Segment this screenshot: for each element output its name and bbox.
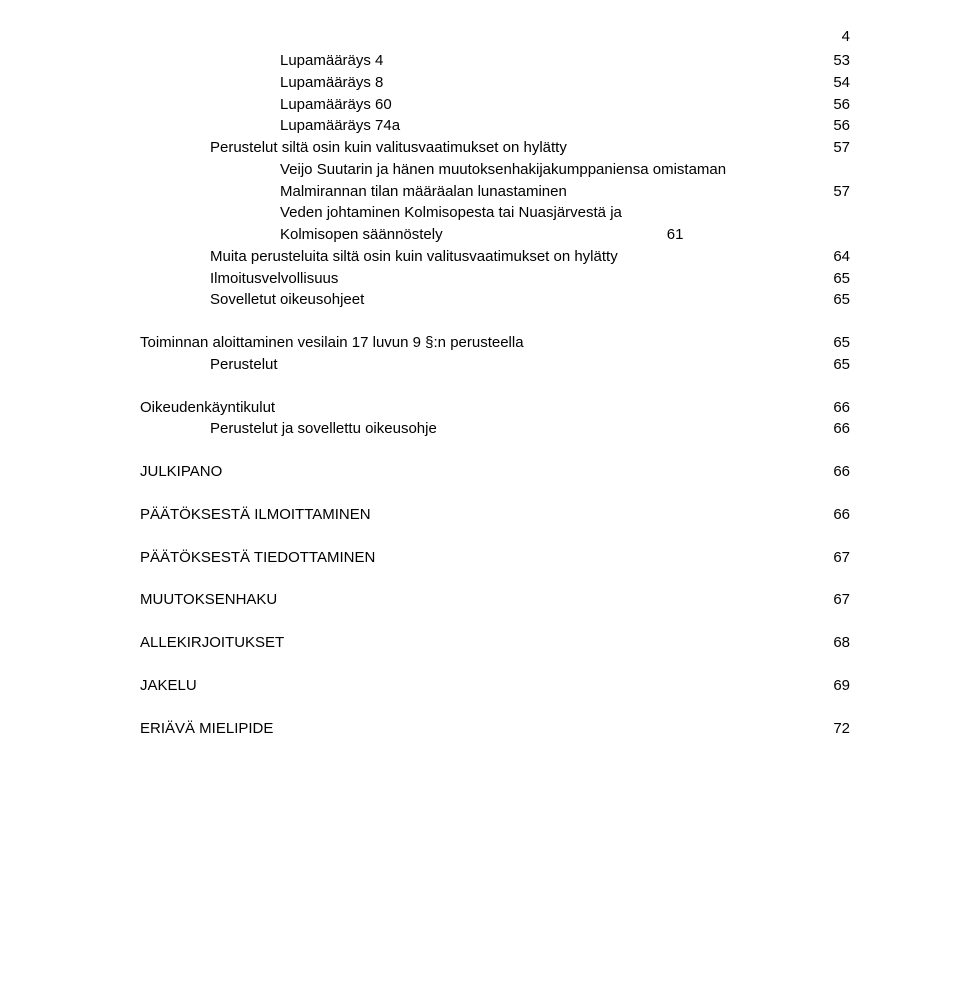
toc-page: 65 bbox=[820, 268, 850, 290]
toc-label-line: Veden johtaminen Kolmisopesta tai Nuasjä… bbox=[280, 202, 850, 224]
toc-entry: Muita perusteluita siltä osin kuin valit… bbox=[140, 246, 850, 268]
toc-page: 72 bbox=[820, 718, 850, 740]
toc-page: 56 bbox=[820, 115, 850, 137]
toc-page: 68 bbox=[820, 632, 850, 654]
toc-entry: JAKELU 69 bbox=[140, 675, 850, 697]
toc-entry: ERIÄVÄ MIELIPIDE 72 bbox=[140, 718, 850, 740]
toc-entry: Oikeudenkäyntikulut 66 bbox=[140, 397, 850, 419]
toc-entry: Lupamääräys 8 54 bbox=[140, 72, 850, 94]
toc-page: 65 bbox=[820, 354, 850, 376]
toc-label: Ilmoitusvelvollisuus bbox=[210, 268, 820, 290]
toc-label: ERIÄVÄ MIELIPIDE bbox=[140, 718, 820, 740]
toc-entry: MUUTOKSENHAKU 67 bbox=[140, 589, 850, 611]
toc-entry: Lupamääräys 60 56 bbox=[140, 94, 850, 116]
toc-label: PÄÄTÖKSESTÄ ILMOITTAMINEN bbox=[140, 504, 820, 526]
toc-entry-multiline: Veden johtaminen Kolmisopesta tai Nuasjä… bbox=[140, 202, 850, 246]
toc-label: Kolmisopen säännöstely bbox=[280, 226, 443, 243]
toc-entry: Ilmoitusvelvollisuus 65 bbox=[140, 268, 850, 290]
toc-entry: JULKIPANO 66 bbox=[140, 461, 850, 483]
toc-page: 65 bbox=[820, 332, 850, 354]
toc-label: JAKELU bbox=[140, 675, 820, 697]
toc-entry-multiline: Veijo Suutarin ja hänen muutoksenhakijak… bbox=[140, 159, 850, 203]
toc-label-line: Kolmisopen säännöstely 61 bbox=[280, 224, 850, 246]
toc-page: 65 bbox=[820, 289, 850, 311]
toc-page: 67 bbox=[820, 547, 850, 569]
toc-entry: Perustelut 65 bbox=[140, 354, 850, 376]
toc-label: MUUTOKSENHAKU bbox=[140, 589, 820, 611]
toc-page: 66 bbox=[820, 397, 850, 419]
toc-page: 56 bbox=[820, 94, 850, 116]
toc-label: JULKIPANO bbox=[140, 461, 820, 483]
toc-page: 54 bbox=[820, 72, 850, 94]
toc-label: Lupamääräys 60 bbox=[280, 94, 820, 116]
toc-page: 66 bbox=[820, 461, 850, 483]
toc-label: Perustelut ja sovellettu oikeusohje bbox=[210, 418, 820, 440]
toc-entry: PÄÄTÖKSESTÄ ILMOITTAMINEN 66 bbox=[140, 504, 850, 526]
toc-page: 64 bbox=[820, 246, 850, 268]
toc-label: Muita perusteluita siltä osin kuin valit… bbox=[210, 246, 820, 268]
toc-page: 66 bbox=[820, 418, 850, 440]
toc-entry: Sovelletut oikeusohjeet 65 bbox=[140, 289, 850, 311]
toc-label: ALLEKIRJOITUKSET bbox=[140, 632, 820, 654]
toc-label: Perustelut bbox=[210, 354, 820, 376]
toc-label: Lupamääräys 4 bbox=[280, 50, 820, 72]
toc-label: Sovelletut oikeusohjeet bbox=[210, 289, 820, 311]
toc-page: 67 bbox=[820, 589, 850, 611]
toc-entry: PÄÄTÖKSESTÄ TIEDOTTAMINEN 67 bbox=[140, 547, 850, 569]
document-page: 4 Lupamääräys 4 53 Lupamääräys 8 54 Lupa… bbox=[0, 0, 960, 993]
toc-label-block: Veijo Suutarin ja hänen muutoksenhakijak… bbox=[280, 159, 820, 203]
toc-entry: Toiminnan aloittaminen vesilain 17 luvun… bbox=[140, 332, 850, 354]
toc-page: 61 bbox=[667, 224, 684, 246]
page-number: 4 bbox=[842, 26, 850, 48]
toc-entry: ALLEKIRJOITUKSET 68 bbox=[140, 632, 850, 654]
toc-entry: Perustelut ja sovellettu oikeusohje 66 bbox=[140, 418, 850, 440]
toc-label-line: Veijo Suutarin ja hänen muutoksenhakijak… bbox=[280, 159, 812, 181]
toc-page: 53 bbox=[820, 50, 850, 72]
toc-entry: Lupamääräys 4 53 bbox=[140, 50, 850, 72]
toc-page: 66 bbox=[820, 504, 850, 526]
toc-page: 57 bbox=[820, 137, 850, 159]
toc-page: 57 bbox=[820, 181, 850, 203]
toc-label: Perustelut siltä osin kuin valitusvaatim… bbox=[210, 137, 820, 159]
toc-entry: Perustelut siltä osin kuin valitusvaatim… bbox=[140, 137, 850, 159]
toc-label: Toiminnan aloittaminen vesilain 17 luvun… bbox=[140, 332, 820, 354]
toc-label-line: Malmirannan tilan määräalan lunastaminen bbox=[280, 181, 812, 203]
toc-label: PÄÄTÖKSESTÄ TIEDOTTAMINEN bbox=[140, 547, 820, 569]
toc-label: Oikeudenkäyntikulut bbox=[140, 397, 820, 419]
toc-page: 69 bbox=[820, 675, 850, 697]
toc-label: Lupamääräys 74a bbox=[280, 115, 820, 137]
toc-entry: Lupamääräys 74a 56 bbox=[140, 115, 850, 137]
toc-label: Lupamääräys 8 bbox=[280, 72, 820, 94]
